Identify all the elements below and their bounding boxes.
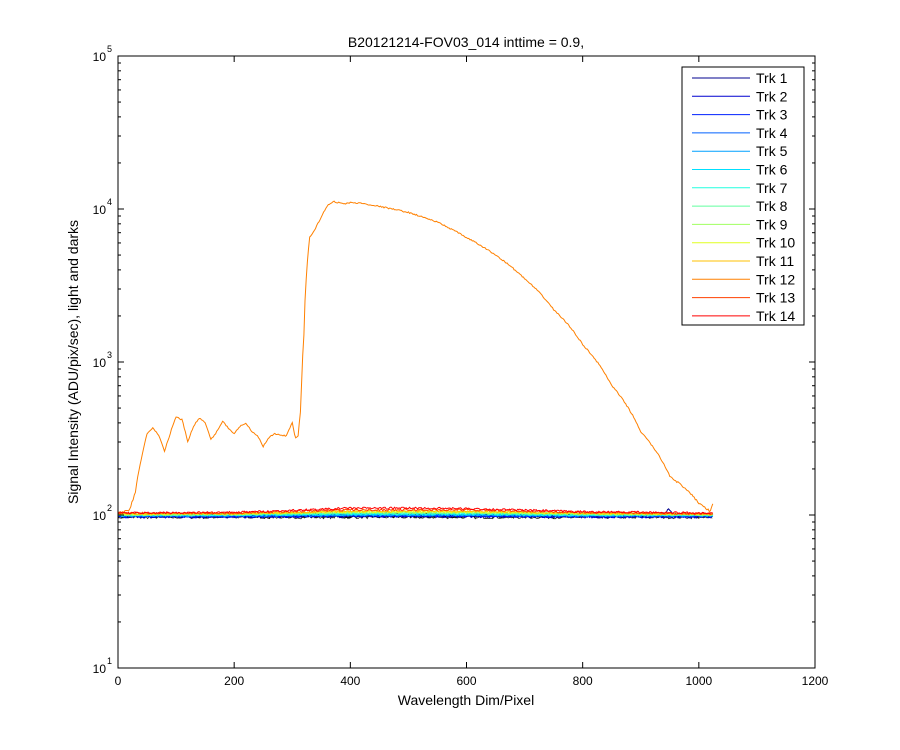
y-tick-label: 10 <box>93 50 107 64</box>
series-line-12 <box>118 200 714 514</box>
x-tick-label: 1000 <box>685 674 712 688</box>
y-tick-exponent: 5 <box>107 44 112 54</box>
chart-title: B20121214-FOV03_014 inttime = 0.9, <box>348 34 584 50</box>
y-tick-label: 10 <box>93 203 107 217</box>
legend-label: Trk 2 <box>756 88 788 104</box>
legend-label: Trk 8 <box>756 198 788 214</box>
legend-label: Trk 12 <box>756 271 795 287</box>
y-tick-exponent: 2 <box>107 503 112 513</box>
legend-label: Trk 7 <box>756 180 788 196</box>
y-tick-exponent: 3 <box>107 350 112 360</box>
y-tick-exponent: 1 <box>107 656 112 666</box>
x-tick-label: 200 <box>224 674 244 688</box>
legend-label: Trk 5 <box>756 143 788 159</box>
legend-label: Trk 4 <box>756 125 788 141</box>
x-axis: 0 200 400 600 800 1000 1200 <box>115 56 829 688</box>
x-tick-label: 600 <box>456 674 476 688</box>
legend-label: Trk 3 <box>756 107 788 123</box>
x-axis-label: Wavelength Dim/Pixel <box>398 692 534 708</box>
x-tick-label: 800 <box>573 674 593 688</box>
series-line-14 <box>118 506 713 515</box>
legend-label: Trk 9 <box>756 216 788 232</box>
legend-label: Trk 11 <box>756 253 794 269</box>
x-tick-label: 0 <box>115 674 122 688</box>
x-tick-label: 1200 <box>802 674 829 688</box>
y-tick-exponent: 4 <box>107 197 112 207</box>
x-tick-label: 400 <box>340 674 360 688</box>
legend-label: Trk 6 <box>756 162 788 178</box>
legend-label: Trk 10 <box>756 235 795 251</box>
y-axis-label: Signal Intensity (ADU/pix/sec), light an… <box>65 220 81 504</box>
legend-label: Trk 14 <box>756 308 795 324</box>
y-tick-label: 10 <box>93 662 107 676</box>
legend: Trk 1 Trk 2 Trk 3 Trk 4 Trk 5 Trk 6 Trk 7 Trk 8… <box>681 66 805 326</box>
legend-box <box>681 66 805 326</box>
y-tick-label: 10 <box>93 356 107 370</box>
y-tick-label: 10 <box>93 509 107 523</box>
series-layer <box>118 200 714 519</box>
legend-label: Trk 1 <box>756 70 788 86</box>
legend-label: Trk 13 <box>756 290 795 306</box>
